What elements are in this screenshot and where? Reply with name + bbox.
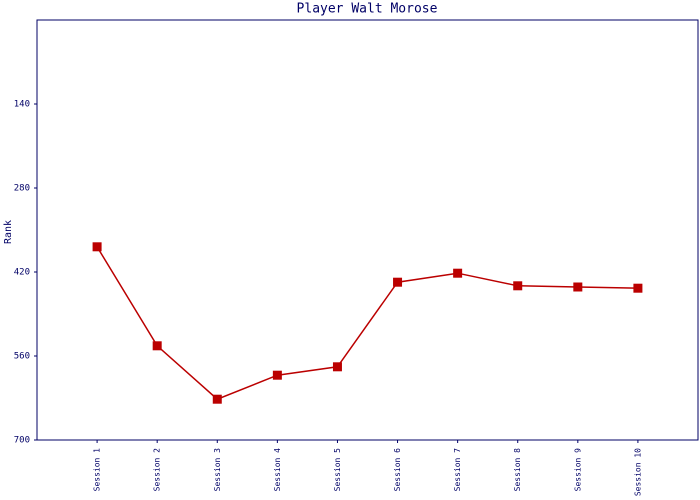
data-point	[453, 268, 463, 278]
chart-title: Player Walt Morose	[297, 2, 438, 17]
data-point	[272, 370, 282, 380]
x-tick-label: Session 4	[273, 448, 282, 492]
y-axis-label: Rank	[3, 220, 14, 244]
data-point	[212, 394, 222, 404]
x-tick-label: Session 2	[153, 448, 162, 492]
y-tick-label: 280	[14, 184, 30, 194]
y-tick-label: 700	[14, 436, 30, 446]
y-tick-label: 140	[14, 100, 30, 110]
x-tick-label: Session 1	[93, 448, 102, 492]
x-tick-label: Session 8	[513, 448, 522, 492]
plot-frame	[36, 19, 699, 441]
data-point	[92, 242, 102, 252]
y-tick-label: 420	[14, 268, 30, 278]
data-point	[573, 282, 583, 292]
data-point	[332, 362, 342, 372]
x-tick-label: Session 9	[573, 448, 582, 492]
x-tick-label: Session 3	[213, 448, 222, 492]
x-tick-label: Session 10	[633, 448, 642, 496]
data-point	[513, 281, 523, 291]
series-line	[96, 246, 638, 401]
x-tick-label: Session 6	[393, 448, 402, 492]
x-tick-label: Session 5	[333, 448, 342, 492]
data-point	[393, 277, 403, 287]
x-tick-label: Session 7	[453, 448, 462, 492]
y-tick-label: 560	[14, 352, 30, 362]
data-point	[152, 341, 162, 351]
data-point	[633, 283, 643, 293]
